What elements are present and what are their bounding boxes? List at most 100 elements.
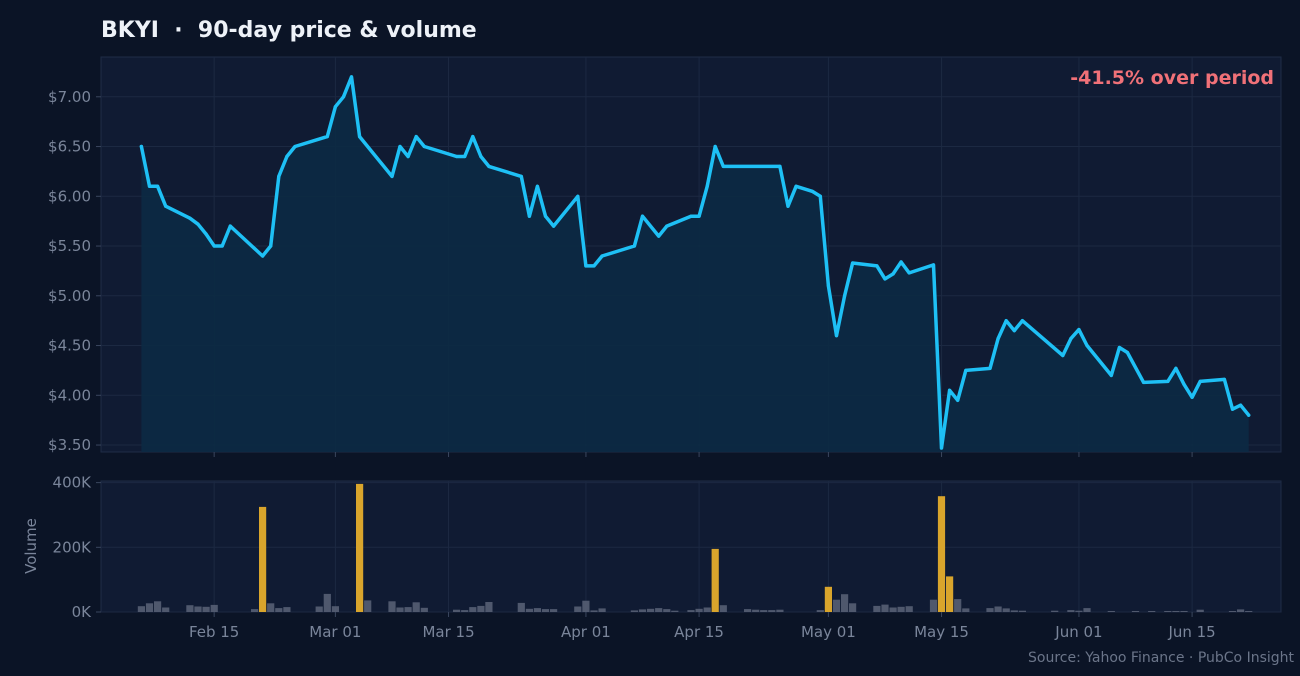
price-point [1061,353,1065,358]
price-point [818,194,822,198]
performance-annotation: -41.5% over period [1070,67,1274,89]
x-tick-label: Jun 15 [1167,623,1215,641]
price-point [883,277,887,281]
price-point [1142,380,1146,384]
volume-bar [905,606,913,612]
x-tick-label: Apr 01 [561,623,611,641]
price-point [964,368,968,372]
price-point [293,144,297,149]
price-point [657,234,661,238]
volume-bar [469,607,477,612]
price-point [1004,319,1008,323]
volume-bar [703,607,711,612]
price-point [1182,382,1186,386]
volume-bar [1228,611,1237,612]
price-point [390,174,394,178]
price-y-tick-label: $5.00 [48,287,91,305]
price-point [261,254,265,258]
volume-bar [420,607,428,612]
price-point [778,164,782,168]
volume-bar [929,599,938,612]
price-point [600,254,604,258]
price-point [463,154,467,159]
price-y-axis: $3.50 $4.00 $4.50 $5.00 $5.50 $6.00 $6.50 $7.00 [48,88,101,454]
volume-bar [202,606,210,612]
price-y-tick-label: $7.00 [48,88,91,106]
volume-bar [533,608,541,612]
volume-bar [841,594,849,612]
price-point [212,244,216,248]
volume-bar [776,609,784,612]
volume-bar [954,599,962,612]
volume-bar [962,608,970,612]
price-point [1109,373,1113,377]
price-point [891,272,895,276]
volume-bar [1180,611,1188,612]
volume-bar [687,610,695,612]
volume-bar [630,610,638,612]
price-point [333,105,337,109]
volume-bar [638,609,647,612]
volume-bar [323,593,331,612]
volume-bar [873,605,881,612]
volume-bar-spike [356,483,364,612]
volume-bar [986,608,994,612]
price-point [786,204,790,208]
x-tick-label: May 01 [801,623,856,641]
volume-bars [137,483,1253,612]
volume-bar [744,609,752,612]
volume-bar [881,604,889,612]
volume-bar [541,609,550,612]
price-point [527,214,532,218]
volume-bar [461,610,469,612]
price-point [640,214,645,218]
price-point [1117,345,1121,350]
price-point [455,154,459,159]
price-point [341,95,346,99]
volume-bar [1131,611,1140,612]
volume-bar [1237,609,1245,612]
price-point [285,154,289,159]
volume-bar-spike [259,506,267,612]
volume-bar [647,608,655,612]
volume-bar [145,603,154,612]
price-point [1085,343,1089,348]
volume-bar [388,601,396,612]
volume-axis-label: Volume [22,518,40,574]
volume-bar [404,607,412,612]
price-point [519,174,523,178]
price-point [156,184,160,188]
price-area-fill [141,76,1249,453]
volume-bar [1083,608,1091,612]
volume-bar [137,606,145,612]
volume-bar [663,609,671,612]
volume-bar [1067,610,1075,612]
price-y-tick-label: $5.50 [48,237,91,255]
price-point [1077,328,1081,332]
x-tick-label: Apr 15 [674,623,724,641]
price-point [277,174,281,178]
price-point [948,388,952,392]
price-point [810,189,814,193]
price-point [875,264,879,268]
price-point [584,264,588,268]
volume-panel [100,480,1282,613]
price-point [414,135,418,139]
price-point [228,224,232,228]
volume-bar [582,600,590,612]
volume-bar [412,602,420,612]
volume-bar [889,607,897,612]
price-point [1125,350,1129,355]
chart-title: BKYI · 90-day price & volume [101,18,477,43]
price-point [1020,319,1024,323]
volume-bar [194,606,202,612]
volume-bar-spike [946,576,954,612]
volume-bar [598,608,606,612]
price-point [899,260,903,264]
volume-bar [849,603,857,612]
price-point [1166,379,1170,383]
price-y-tick-label: $6.00 [48,187,91,205]
volume-bar [1172,611,1180,612]
price-point [438,149,443,154]
volume-bar [396,607,404,612]
